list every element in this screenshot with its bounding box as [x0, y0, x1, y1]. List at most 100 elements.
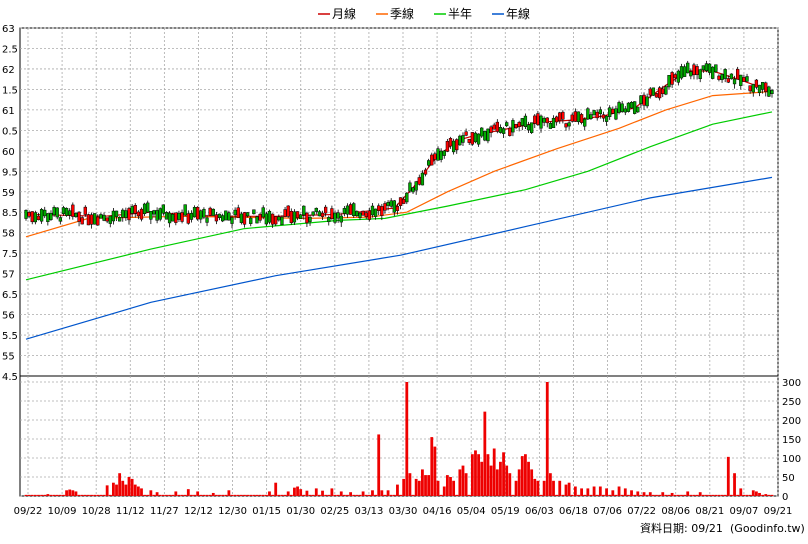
volume-bar [648, 492, 652, 496]
candle-body [517, 122, 521, 127]
candle-body [723, 69, 727, 79]
volume-bar [224, 494, 228, 496]
volume-bar [333, 494, 337, 496]
candle-body [345, 205, 350, 215]
volume-bar [349, 492, 353, 496]
volume-bar [383, 494, 387, 496]
date-tick-label: 10/28 [82, 506, 111, 517]
volume-bar [280, 494, 284, 496]
volume-bar [133, 484, 137, 496]
volume-bar [327, 494, 331, 496]
volume-bar [552, 480, 555, 496]
volume-bar [49, 494, 53, 496]
candle-body [389, 200, 393, 207]
volume-bar [467, 494, 471, 496]
volume-bar [27, 494, 31, 496]
candle-body [314, 207, 318, 212]
candle-body [461, 135, 465, 143]
volume-bar [168, 494, 171, 496]
candle-body [608, 107, 612, 117]
candle-body [277, 216, 281, 221]
candle-body [46, 213, 50, 222]
volume-bar [308, 494, 312, 496]
candle-body [698, 69, 702, 79]
date-tick-label: 01/30 [286, 506, 315, 517]
volume-bar [458, 469, 462, 496]
candle-body [732, 78, 737, 85]
price-tick-label: 61 [2, 106, 15, 117]
candle-body [242, 212, 247, 225]
volume-bar [318, 494, 321, 496]
candle-body [39, 209, 44, 222]
volume-bar [645, 494, 649, 496]
volume-bar [83, 494, 87, 496]
candle-body [102, 214, 106, 221]
candle-body [414, 181, 418, 191]
candle-body [548, 123, 553, 129]
candle-body [236, 207, 240, 219]
volume-bar [165, 494, 168, 496]
candle-body [327, 217, 331, 223]
volume-bar [598, 486, 602, 496]
candle-body [445, 140, 450, 152]
candle-body [177, 212, 181, 220]
candle-body [767, 86, 771, 97]
volume-bar [567, 482, 571, 496]
volume-bar [723, 494, 727, 496]
price-tick-label: 63 [2, 24, 15, 35]
legend-label: 半年 [448, 7, 472, 21]
candle-body [598, 109, 602, 115]
candle-body [217, 213, 222, 219]
candle-body [292, 211, 297, 223]
candle-body [196, 206, 200, 220]
volume-tick-label: 0 [782, 492, 788, 503]
date-tick-label: 03/30 [389, 506, 418, 517]
volume-bar [146, 494, 150, 496]
volume-bar [218, 494, 221, 496]
data-date-label: 資料日期: 09/21 [640, 521, 723, 535]
date-tick-label: 12/30 [218, 506, 247, 517]
candle-body [579, 114, 584, 123]
volume-bar [286, 491, 290, 496]
candle-body [114, 210, 119, 217]
price-tick-label: 9.5 [2, 167, 18, 178]
volume-bar [252, 494, 256, 496]
volume-bar [633, 494, 637, 496]
candle-body [754, 79, 759, 88]
volume-bar [296, 486, 299, 496]
volume-bar [136, 486, 140, 496]
volume-bar [708, 494, 711, 496]
candle-body [24, 209, 28, 219]
candle-body [64, 207, 69, 216]
candle-body [564, 123, 568, 128]
volume-bar [249, 494, 253, 496]
volume-bar [43, 494, 47, 496]
candle-body [620, 103, 624, 112]
price-tick-label: 62 [2, 65, 15, 76]
volume-bar [705, 494, 708, 496]
price-tick-label: 8.5 [2, 208, 18, 219]
candle-body [380, 206, 384, 216]
candle-body [149, 211, 153, 220]
candle-body [770, 90, 774, 94]
volume-bar [442, 486, 446, 496]
candle-body [679, 66, 684, 79]
price-tick-label: 0.5 [2, 126, 18, 137]
date-axis: 09/22 10/09 10/28 11/12 11/27 12/12 12/30 01/15… [14, 506, 793, 517]
candle-body [757, 84, 762, 94]
candle-body [80, 217, 84, 225]
candle-body [233, 209, 237, 216]
candle-body [258, 213, 262, 221]
candle-body [74, 213, 78, 218]
candle-body [405, 192, 409, 203]
volume-bar [227, 490, 231, 496]
volume-bar [158, 494, 162, 496]
volume-bar [221, 494, 225, 496]
candle-body [530, 122, 534, 133]
volume-bar [180, 494, 184, 496]
volume-bar [208, 494, 212, 496]
volume-bar [561, 494, 565, 496]
price-tick-label: 4.5 [2, 372, 18, 383]
candle-body [617, 102, 621, 113]
